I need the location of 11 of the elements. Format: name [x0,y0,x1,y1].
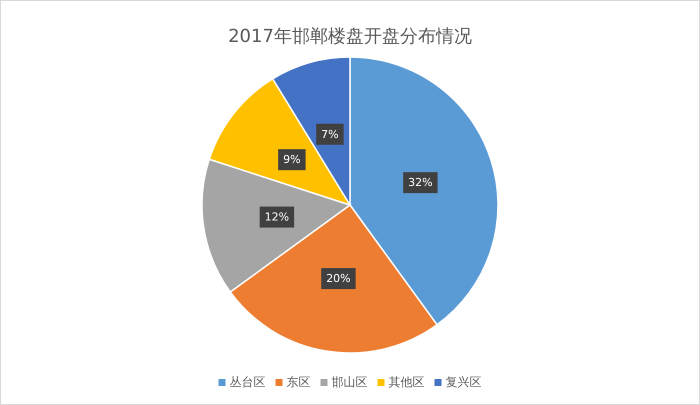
data-label: 20% [326,272,351,286]
data-label: 32% [408,176,433,190]
data-label: 7% [321,128,339,141]
legend-label: 复兴区 [446,375,482,389]
legend-label: 邯山区 [332,375,368,389]
legend-label: 丛台区 [230,375,266,389]
data-label: 12% [264,210,290,224]
legend-label: 其他区 [388,375,424,389]
legend-label: 东区 [286,375,310,389]
data-label: 9% [283,153,301,166]
chart-title: 2017年邯郸楼盘开盘分布情况 [228,26,472,47]
